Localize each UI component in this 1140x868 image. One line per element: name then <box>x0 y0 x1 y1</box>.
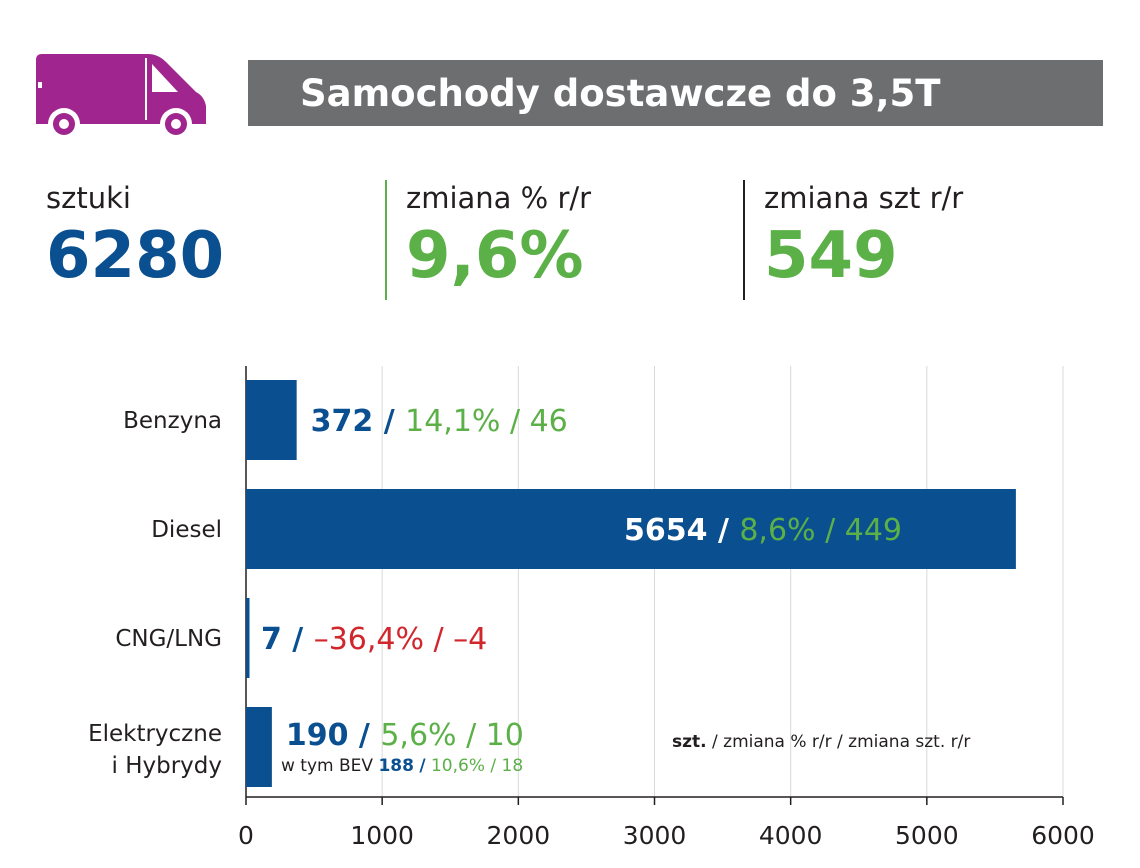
bar <box>246 489 1016 569</box>
stat-change-units-value: 549 <box>764 219 898 293</box>
van-icon <box>36 54 206 140</box>
bar <box>246 598 250 678</box>
category-label: Elektryczne <box>88 721 222 747</box>
bev-value: 188 <box>378 756 414 776</box>
data-label: 190 / 5,6% / 10 <box>286 718 524 753</box>
page-title: Samochody dostawcze do 3,5T <box>300 71 941 115</box>
category-label: Benzyna <box>123 408 222 434</box>
stat-change-pct-value: 9,6% <box>406 219 584 293</box>
category-label: CNG/LNG <box>115 626 222 652</box>
title-bar: Samochody dostawcze do 3,5T <box>248 60 1103 126</box>
data-label: 7 / –36,4% / –4 <box>261 622 487 657</box>
bev-prefix: w tym BEV <box>281 756 374 776</box>
stat-units: sztuki 6280 <box>46 178 224 288</box>
stat-units-label: sztuki <box>46 181 131 215</box>
category-label: Diesel <box>151 517 222 543</box>
data-label: 5654 / 8,6% / 449 <box>624 513 902 548</box>
bar <box>246 380 297 460</box>
data-label: 372 / 14,1% / 46 <box>311 404 568 439</box>
stat-change-units-label: zmiana szt r/r <box>764 181 964 215</box>
value-legend-bold: szt. <box>672 732 707 752</box>
value-legend: szt. / zmiana % r/r / zmiana szt. r/r <box>672 732 970 752</box>
x-tick-label: 5000 <box>895 821 959 850</box>
bev-slash-2: / <box>490 756 497 776</box>
stat-change-units: zmiana szt r/r 549 <box>764 178 963 288</box>
value-legend-rest: / zmiana % r/r / zmiana szt. r/r <box>712 732 971 752</box>
stat-change-pct: zmiana % r/r 9,6% <box>406 178 591 288</box>
x-tick-label: 1000 <box>350 821 414 850</box>
bev-change-units: 18 <box>501 756 524 776</box>
bev-note: w tym BEV 188 / 10,6% / 18 <box>281 756 523 776</box>
x-tick-label: 0 <box>238 821 254 850</box>
stat-units-value: 6280 <box>46 219 225 293</box>
bev-slash: / <box>419 756 426 776</box>
divider-2 <box>743 180 745 300</box>
x-tick-label: 6000 <box>1031 821 1095 850</box>
x-tick-label: 4000 <box>759 821 823 850</box>
category-label: i Hybrydy <box>112 753 223 779</box>
bev-change-pct: 10,6% <box>430 756 485 776</box>
stat-change-pct-label: zmiana % r/r <box>406 181 592 215</box>
bar <box>246 707 272 787</box>
divider-1 <box>385 180 387 300</box>
x-tick-label: 3000 <box>623 821 687 850</box>
x-tick-label: 2000 <box>487 821 551 850</box>
